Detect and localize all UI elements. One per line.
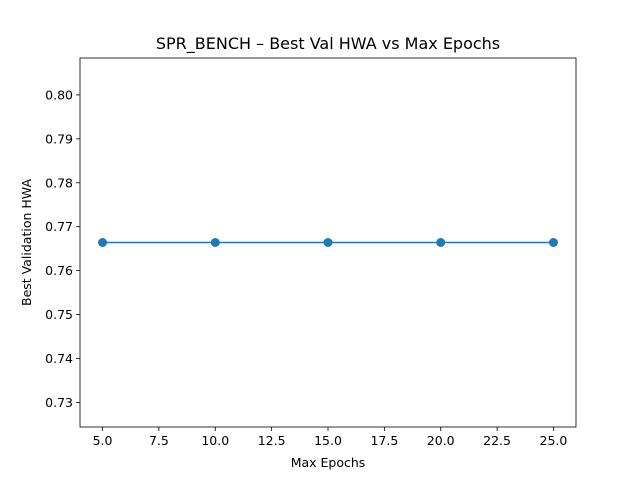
y-tick-label: 0.77 <box>45 219 73 234</box>
y-tick-label: 0.79 <box>45 131 73 146</box>
x-tick-label: 10.0 <box>201 433 229 448</box>
y-axis-label: Best Validation HWA <box>19 179 34 306</box>
data-point <box>548 238 558 247</box>
x-tick-label: 25.0 <box>540 433 568 448</box>
data-point <box>98 238 108 247</box>
data-point <box>323 238 333 247</box>
y-tick-label: 0.78 <box>45 175 73 190</box>
x-tick-label: 20.0 <box>427 433 455 448</box>
data-point <box>436 238 446 247</box>
y-tick-label: 0.76 <box>45 263 73 278</box>
x-tick-label: 22.5 <box>483 433 511 448</box>
chart-title: SPR_BENCH – Best Val HWA vs Max Epochs <box>156 34 500 54</box>
plot-area <box>98 238 558 247</box>
y-tick-label: 0.80 <box>45 87 73 102</box>
x-tick-label: 12.5 <box>258 433 286 448</box>
x-axis-ticks: 5.0 7.5 10.0 12.5 15.0 17.5 20.0 22.5 25.0 <box>93 427 568 448</box>
x-tick-label: 5.0 <box>93 433 113 448</box>
y-tick-label: 0.74 <box>45 351 73 366</box>
data-point <box>210 238 220 247</box>
x-tick-label: 7.5 <box>149 433 169 448</box>
y-tick-label: 0.75 <box>45 307 73 322</box>
x-tick-label: 15.0 <box>314 433 342 448</box>
y-tick-label: 0.73 <box>45 395 73 410</box>
y-axis-ticks: 0.73 0.74 0.75 0.76 0.77 0.78 0.79 0.80 <box>45 87 80 410</box>
x-tick-label: 17.5 <box>370 433 398 448</box>
x-axis-label: Max Epochs <box>291 455 366 470</box>
